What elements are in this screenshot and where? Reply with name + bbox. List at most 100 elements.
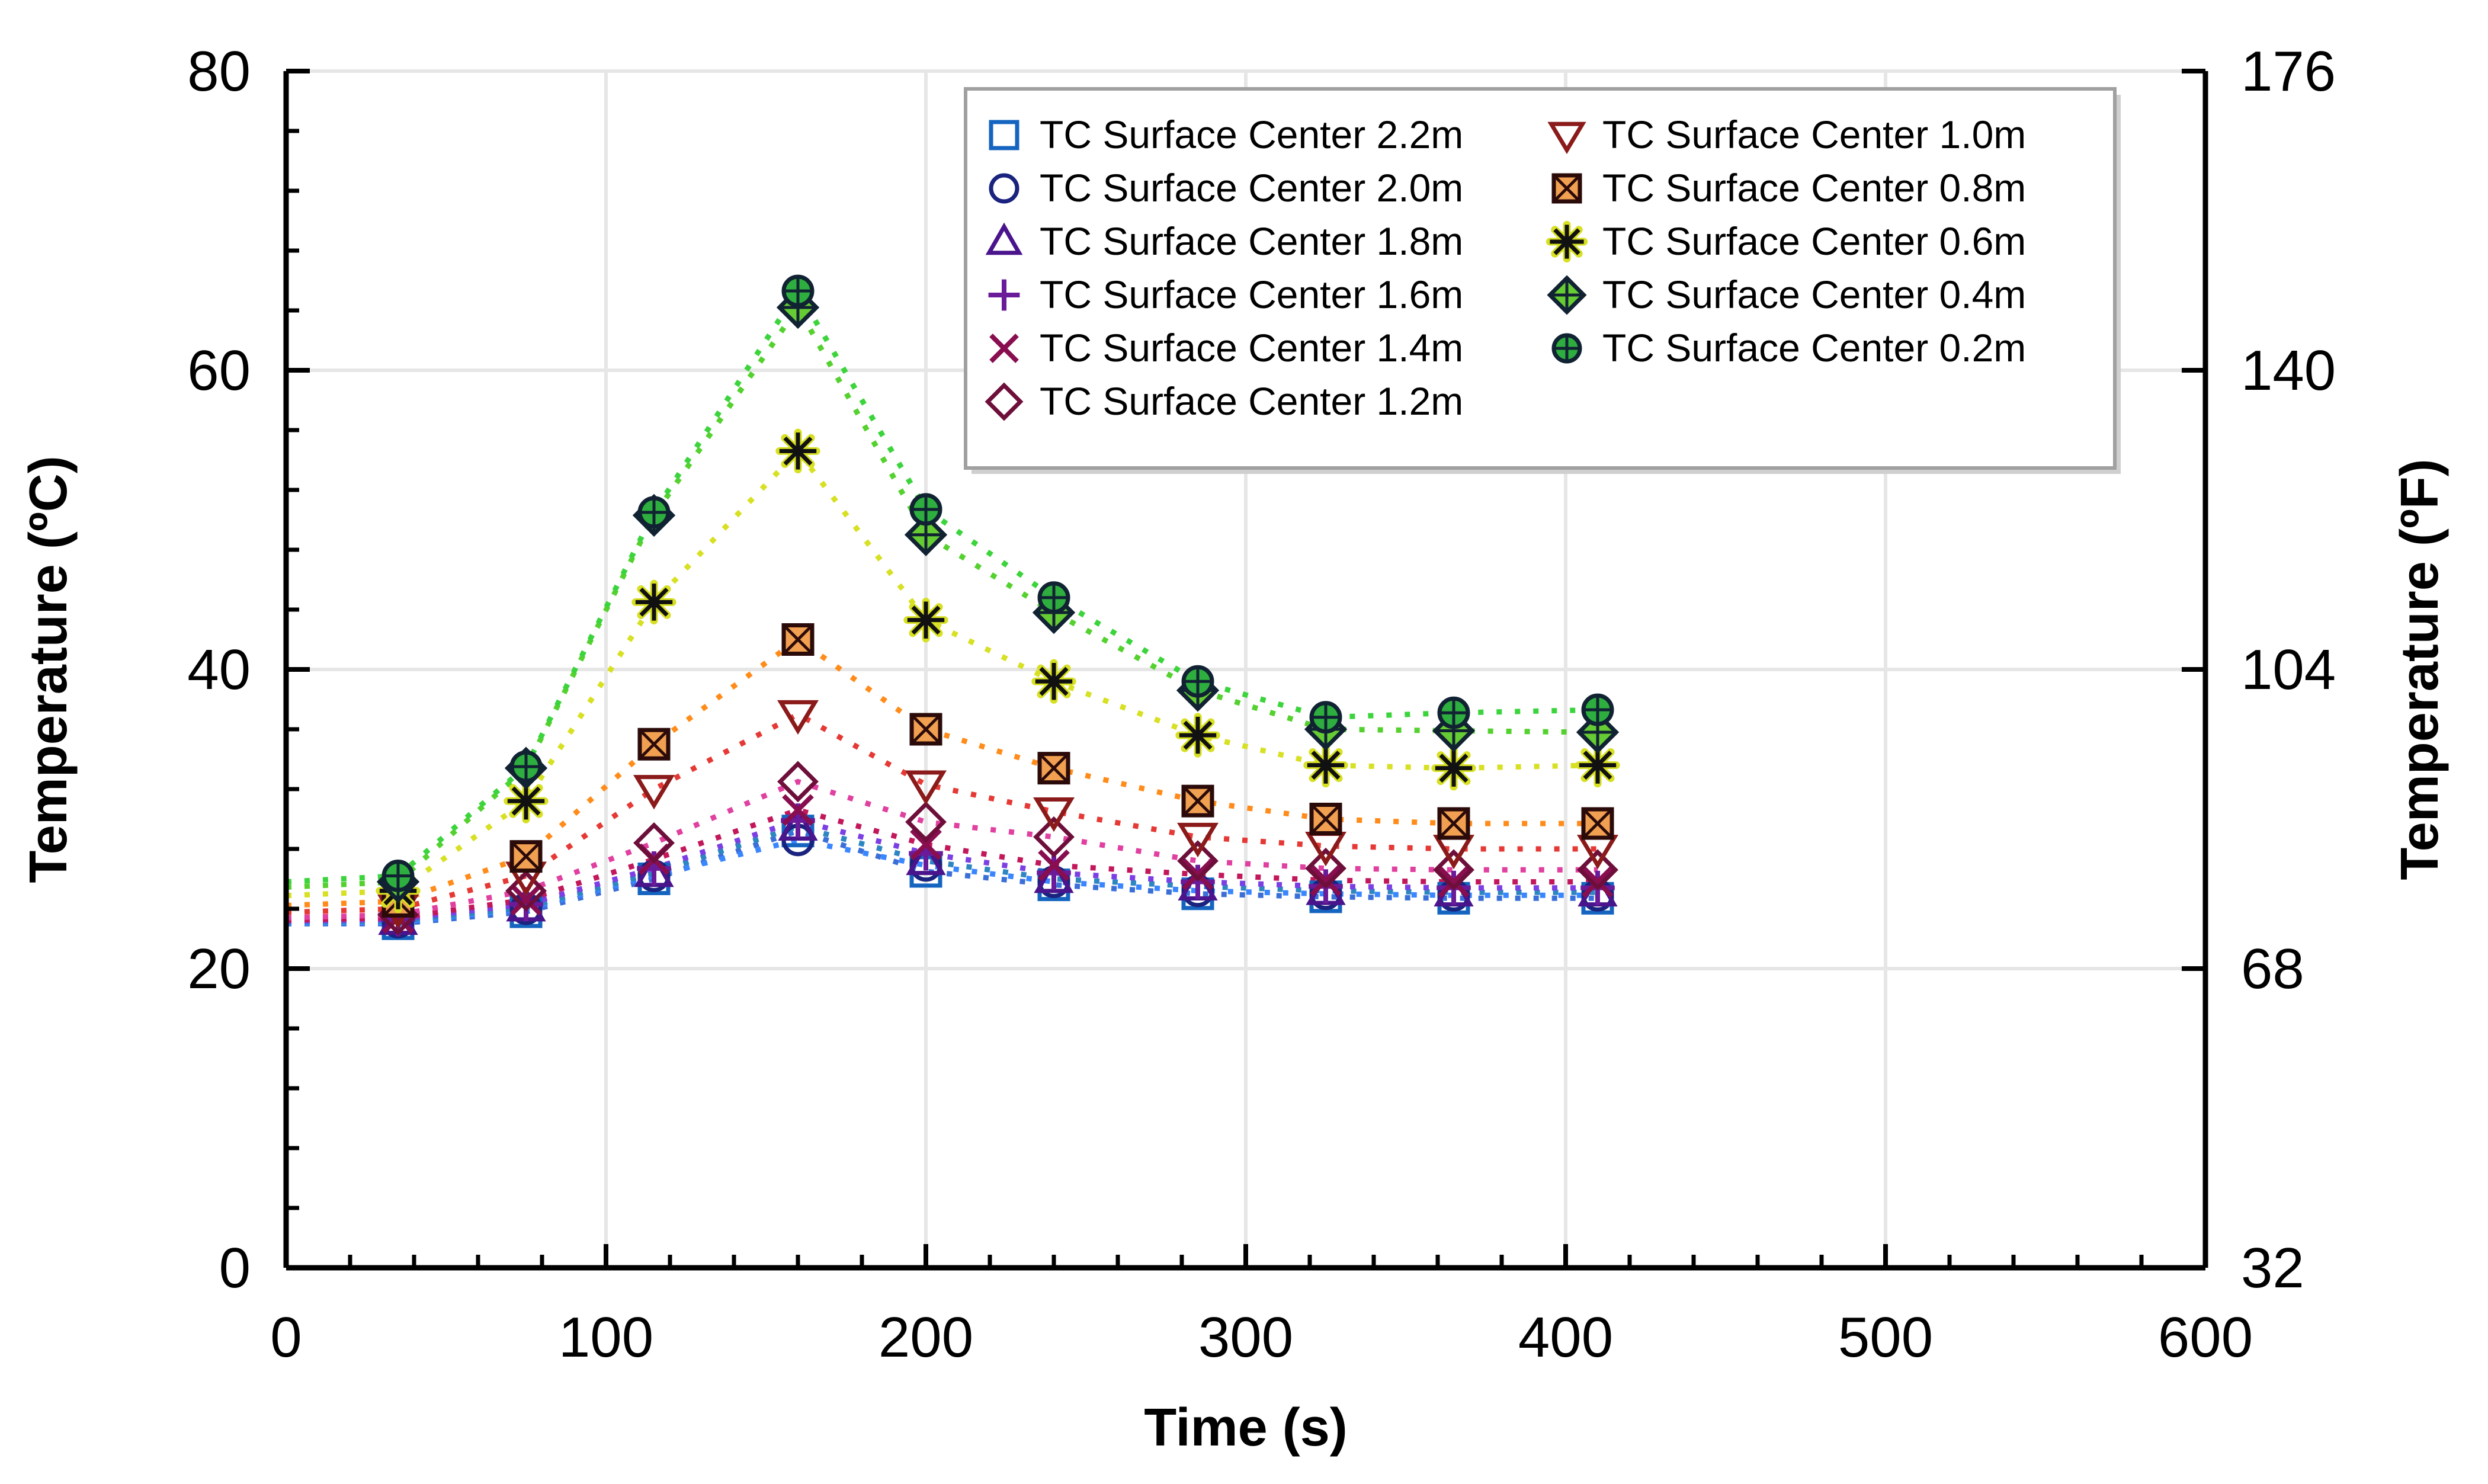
diamond-marker [777,761,819,803]
x-axis-title: Time (s) [1144,1398,1347,1457]
x-marker [910,828,942,861]
series-0 [381,815,1614,940]
series-4 [382,794,1614,934]
diamond-marker [505,870,547,912]
series-line-8 [286,447,1598,899]
plus-marker [1037,855,1071,890]
circle-plus-cross [784,277,812,306]
asterisk-marker [1550,225,1584,259]
legend-entry-label: TC Surface Center 0.6m [1602,219,2026,263]
diamond-marker [1577,849,1618,891]
plus-marker [1181,864,1215,899]
legend-entry-label: TC Surface Center 0.2m [1602,326,2026,370]
y2-axis-title: Temperature (ºF) [2390,459,2449,880]
y-tick-label: 60 [187,339,251,402]
boxed-x-cross [1182,786,1213,816]
diamond-marker [1033,816,1075,858]
y2-tick-label: 104 [2241,638,2336,701]
x-marker [1038,849,1070,882]
series-5 [377,761,1618,936]
legend-entry-label: TC Surface Center 0.4m [1602,273,2026,316]
y-axis-title: Temperature (ºC) [19,456,78,883]
y-tick-label: 40 [187,638,251,701]
triangle-down-marker [1033,797,1075,832]
x-marker [989,334,1019,363]
diamond-plus-cross [1550,278,1584,312]
legend-entry-label: TC Surface Center 2.2m [1040,113,1463,156]
x-marker [1438,866,1470,898]
circle-plus-cross [1554,335,1580,361]
x-marker [510,884,542,916]
legend-entry-label: TC Surface Center 1.6m [1040,273,1463,316]
triangle-down-marker [633,775,675,810]
diamond-marker [633,822,675,864]
asterisk-marker [1179,716,1217,754]
x-marker [1182,858,1214,890]
circle-plus-cross [512,752,540,781]
x-tick-label: 0 [270,1306,302,1369]
asterisk-marker [1435,749,1473,787]
x-tick-label: 500 [1838,1306,1933,1369]
legend-entry-label: TC Surface Center 2.0m [1040,166,1463,210]
legend-entry-label: TC Surface Center 1.0m [1602,113,2026,156]
x-marker [782,794,814,826]
series-10 [381,274,1614,892]
series-line-0 [286,828,1598,927]
diamond-marker [905,801,947,843]
triangle-marker [906,840,946,876]
boxed-x-cross [1553,174,1581,203]
x-tick-label: 200 [879,1306,973,1369]
axes: 0 100 200 300 400 500 600 0 20 40 60 80 32 68 104 140 17… [187,40,2336,1369]
y-tick-label: 80 [187,40,251,103]
diamond-marker [985,382,1024,421]
series-line-3 [286,818,1598,924]
circle-plus-cross [912,495,940,524]
legend-entry-label: TC Surface Center 0.8m [1602,166,2026,210]
square-marker [989,120,1019,150]
circle-plus-cross [384,861,412,890]
asterisk-marker [635,584,673,621]
triangle-marker [778,806,818,841]
circle-plus-cross [640,498,668,527]
boxed-x-cross [1038,752,1069,784]
asterisk-marker [907,601,945,639]
legend: TC Surface Center 2.2m TC Surface Center … [964,87,2121,474]
series-line-10 [286,286,1598,884]
triangle-down-marker [777,700,819,735]
circle-plus-cross [1040,583,1068,612]
series-markers [376,274,1620,940]
y2-tick-label: 32 [2241,1236,2304,1300]
triangle-down-marker [905,770,947,805]
boxed-x-cross [783,624,813,655]
boxed-x-cross [1438,808,1469,839]
x-tick-label: 400 [1518,1306,1613,1369]
series-lines [286,286,1598,927]
legend-entry-label: TC Surface Center 1.4m [1040,326,1463,370]
circle-plus-cross [1583,695,1612,725]
y2-tick-label: 140 [2241,339,2336,402]
y-tick-label: 0 [219,1236,251,1300]
asterisk-marker [507,783,545,820]
triangle-down-marker [1177,822,1219,858]
circle-plus-cross [1312,703,1340,732]
boxed-x-cross [511,841,541,872]
triangle-down-marker [1547,121,1586,155]
x-tick-label: 100 [559,1306,653,1369]
circle-plus-cross [1439,698,1468,727]
diamond-marker [1177,840,1219,882]
x-tick-label: 600 [2158,1306,2253,1369]
y-tick-label: 20 [187,937,251,1001]
diamond-marker [1433,849,1474,891]
triangle-marker [985,222,1023,255]
series-line-4 [286,807,1598,923]
asterisk-marker [1579,746,1617,784]
plus-marker [988,279,1020,311]
legend-entry-label: TC Surface Center 1.8m [1040,219,1463,263]
boxed-x-cross [1582,808,1613,839]
boxed-x-cross [639,729,669,760]
legend-box [964,87,2117,470]
series-1 [381,823,1614,939]
circle-marker [989,173,1019,204]
